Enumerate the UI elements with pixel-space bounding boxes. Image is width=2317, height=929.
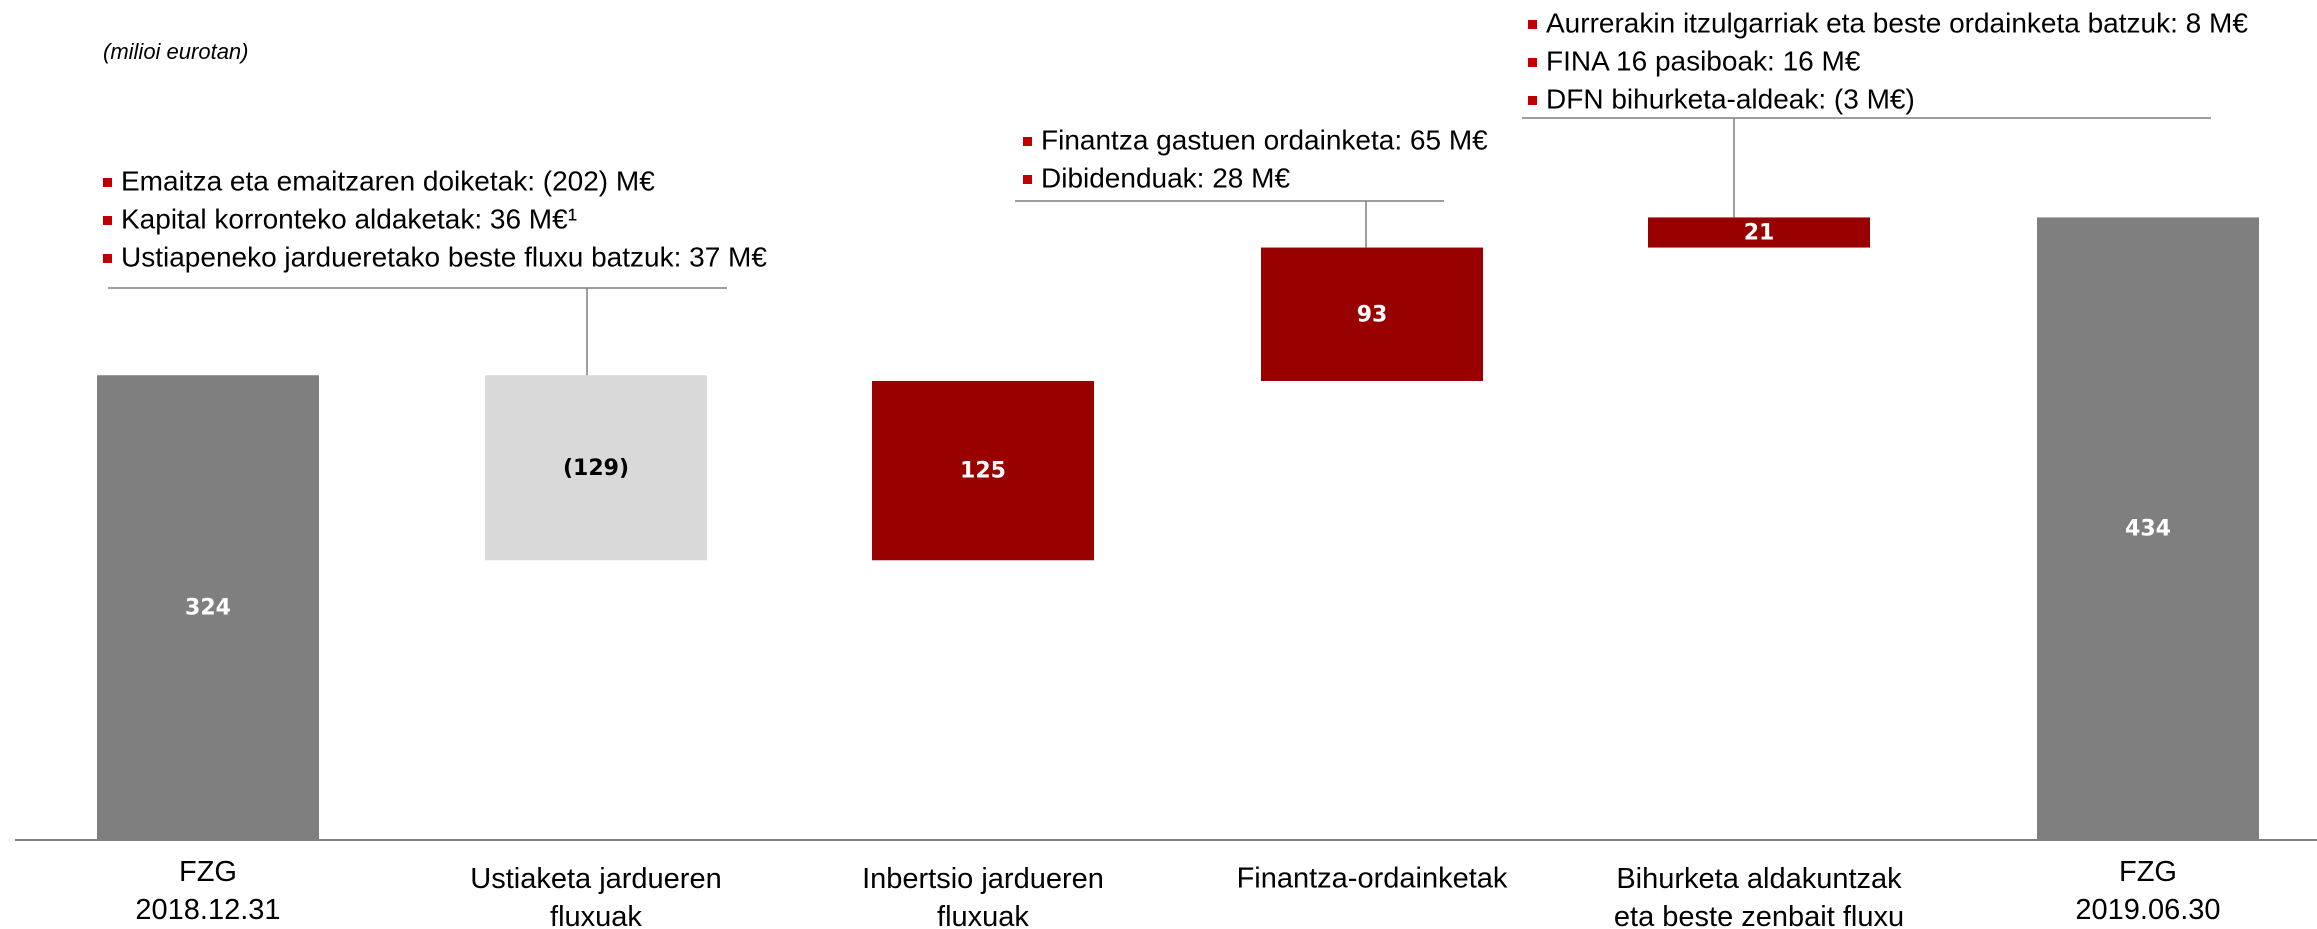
bullet [103, 178, 112, 187]
bullet [103, 254, 112, 263]
annotation-item: Finantza gastuen ordainketa: 65 M€ [1041, 124, 1488, 155]
annotation-item: Emaitza eta emaitzaren doiketak: (202) M… [121, 165, 655, 196]
value-label: (129) [563, 456, 629, 481]
annotation-item: Aurrerakin itzulgarriak eta beste ordain… [1546, 7, 2248, 38]
value-label: 125 [960, 459, 1006, 484]
bullet [103, 216, 112, 225]
chart-subtitle: (milioi eurotan) [103, 39, 249, 64]
x-tick-label: FZG 2019.06.30 [2075, 856, 2220, 926]
x-tick-label: Bihurketa aldakuntzak eta beste zenbait f… [1614, 863, 1904, 929]
value-label: 93 [1357, 302, 1388, 327]
x-tick-label: Ustiaketa jardueren fluxuak [470, 863, 721, 929]
x-tick-label: FZG 2018.12.31 [135, 856, 280, 926]
bullet [1528, 20, 1537, 29]
annotation-item: DFN bihurketa-aldeak: (3 M€) [1546, 83, 1915, 114]
value-label: 21 [1744, 220, 1775, 245]
bar [2037, 217, 2259, 841]
annotation-item: Ustiapeneko jardueretako beste fluxu bat… [121, 241, 767, 272]
value-label: 434 [2125, 517, 2171, 542]
bar [485, 375, 707, 561]
bar [1648, 217, 1870, 248]
bullet [1023, 175, 1032, 184]
x-tick-label: Finantza-ordainketak [1237, 863, 1508, 895]
x-tick-label: Inbertsio jardueren fluxuak [862, 863, 1104, 929]
annotation-item: Kapital korronteko aldaketak: 36 M€¹ [121, 203, 577, 234]
bar [97, 375, 319, 840]
bullet [1528, 58, 1537, 67]
bullet [1528, 96, 1537, 105]
annotation-item: FINA 16 pasiboak: 16 M€ [1546, 45, 1861, 76]
bar [872, 380, 1094, 561]
value-label: 324 [185, 596, 231, 621]
bar [1261, 247, 1483, 381]
bullet [1023, 137, 1032, 146]
annotation-item: Dibidenduak: 28 M€ [1041, 162, 1290, 193]
